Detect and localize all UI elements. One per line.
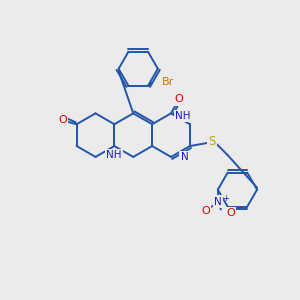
Text: O: O xyxy=(175,94,183,104)
Text: NH: NH xyxy=(106,150,122,161)
Text: +: + xyxy=(222,194,229,203)
Text: NH: NH xyxy=(175,111,191,121)
Text: Br: Br xyxy=(162,77,174,87)
Text: O: O xyxy=(58,115,67,125)
Text: ⁻: ⁻ xyxy=(238,206,243,215)
Text: O: O xyxy=(202,206,210,216)
Text: N: N xyxy=(214,196,222,206)
Text: N: N xyxy=(181,152,188,162)
Text: S: S xyxy=(208,135,215,148)
Text: O: O xyxy=(226,208,235,218)
